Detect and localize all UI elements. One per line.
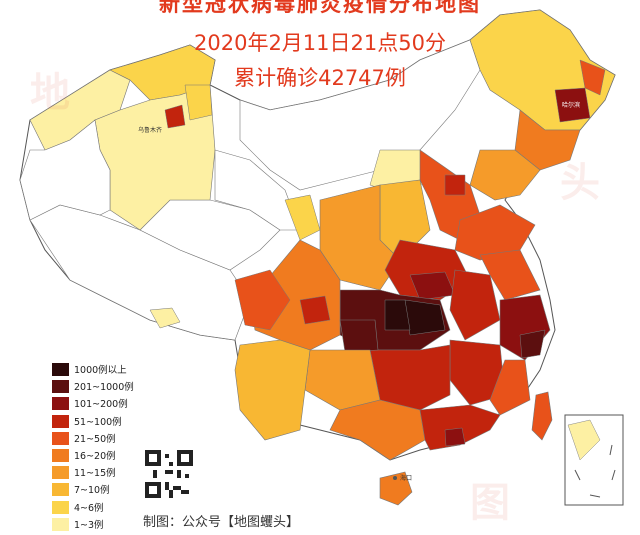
legend-swatch	[52, 466, 69, 480]
region-chengdu	[299, 295, 331, 325]
region-wuhan	[404, 299, 446, 336]
region-wenzhou	[519, 329, 546, 359]
legend-label: 1~3例	[74, 519, 104, 531]
legend-label: 16~20例	[74, 450, 116, 462]
legend-label: 21~50例	[74, 433, 116, 445]
region-gansu	[214, 149, 301, 231]
region-urumqi	[164, 104, 186, 129]
region-harbin	[554, 87, 591, 123]
legend-swatch	[52, 500, 69, 514]
region-guangxi	[329, 399, 426, 461]
region-xiaogan	[384, 299, 411, 331]
legend-swatch	[52, 397, 69, 411]
legend-swatch	[52, 431, 69, 445]
legend-label: 4~6例	[74, 502, 104, 514]
legend-label: 11~15例	[74, 468, 116, 480]
watermark: 头	[560, 160, 600, 206]
inset-dashes	[574, 444, 616, 498]
qr-code	[145, 450, 193, 498]
region-sichuan-west	[234, 269, 291, 331]
haikou-marker	[393, 476, 397, 480]
region-guangdong	[419, 404, 501, 451]
region-chongqing	[339, 319, 379, 353]
region-xinjiang-south	[19, 119, 111, 221]
label-urumqi: 乌鲁木齐	[138, 127, 163, 134]
label-haikou: 海口	[400, 475, 413, 482]
legend-swatch	[52, 517, 69, 531]
legend-label: 1000例以上	[74, 365, 127, 376]
watermark: 地	[30, 70, 70, 116]
map-credit: 制图：公众号【地图蠼头】	[143, 515, 300, 530]
legend-label: 201~1000例	[74, 382, 134, 394]
legend-swatch	[52, 483, 69, 497]
map-date: 2020年2月11日21点50分	[194, 31, 446, 55]
legend-swatch	[52, 363, 69, 376]
legend-label: 101~200例	[74, 399, 128, 411]
region-jiangsu	[479, 249, 541, 301]
inset-coast	[567, 419, 601, 461]
region-ili	[184, 84, 213, 121]
map-total: 累计确诊42747例	[234, 66, 406, 90]
legend-label: 51~100例	[74, 416, 122, 428]
legend-swatch	[52, 380, 69, 394]
region-lhasa	[149, 307, 181, 329]
watermark: 图	[470, 480, 510, 526]
legend-swatch	[52, 448, 69, 462]
region-heilongjiang-e	[579, 59, 606, 96]
legend-swatch	[52, 414, 69, 428]
region-inner-mongolia	[239, 39, 481, 191]
region-hainan	[379, 471, 413, 506]
region-taiwan	[531, 391, 553, 441]
region-anhui	[449, 269, 501, 341]
region-beijing	[444, 174, 466, 196]
map-title: 新型冠状病毒肺炎疫情分布地图	[159, 0, 481, 16]
label-harbin: 哈尔滨	[562, 102, 581, 109]
region-fujian	[489, 359, 531, 416]
legend-label: 7~10例	[74, 485, 110, 497]
region-shenzhen	[444, 427, 466, 447]
region-yunnan	[234, 339, 311, 441]
